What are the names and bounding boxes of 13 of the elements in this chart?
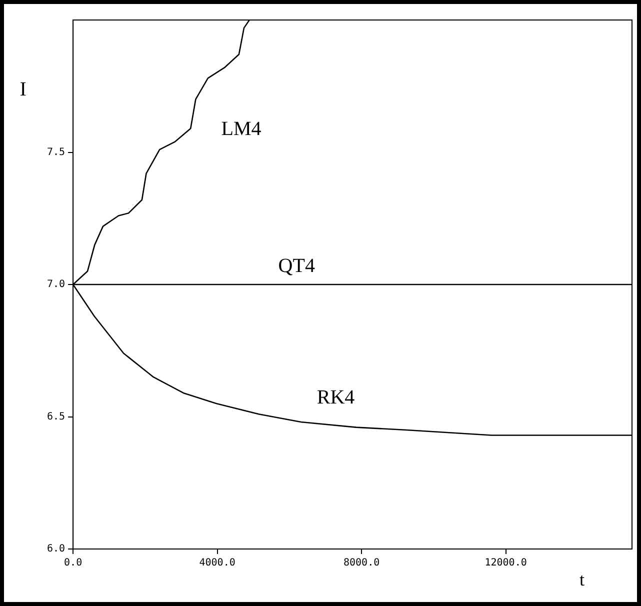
series-label: LM4: [221, 118, 262, 140]
y-axis-title: I: [20, 78, 26, 100]
x-tick-label: 4000.0: [199, 558, 236, 569]
y-tick-label: 7.0: [47, 279, 66, 290]
x-tick-label: 0.0: [64, 558, 82, 569]
series-label: QT4: [278, 254, 315, 277]
x-axis-title: t: [579, 570, 585, 590]
x-tick-label: 8000.0: [343, 558, 380, 569]
y-tick-label: 7.5: [47, 146, 66, 158]
y-tick-label: 6.5: [47, 411, 66, 422]
series-label: RK4: [316, 386, 355, 409]
x-tick-label: 12000.0: [484, 558, 527, 569]
y-tick-label: 6.0: [47, 544, 66, 555]
